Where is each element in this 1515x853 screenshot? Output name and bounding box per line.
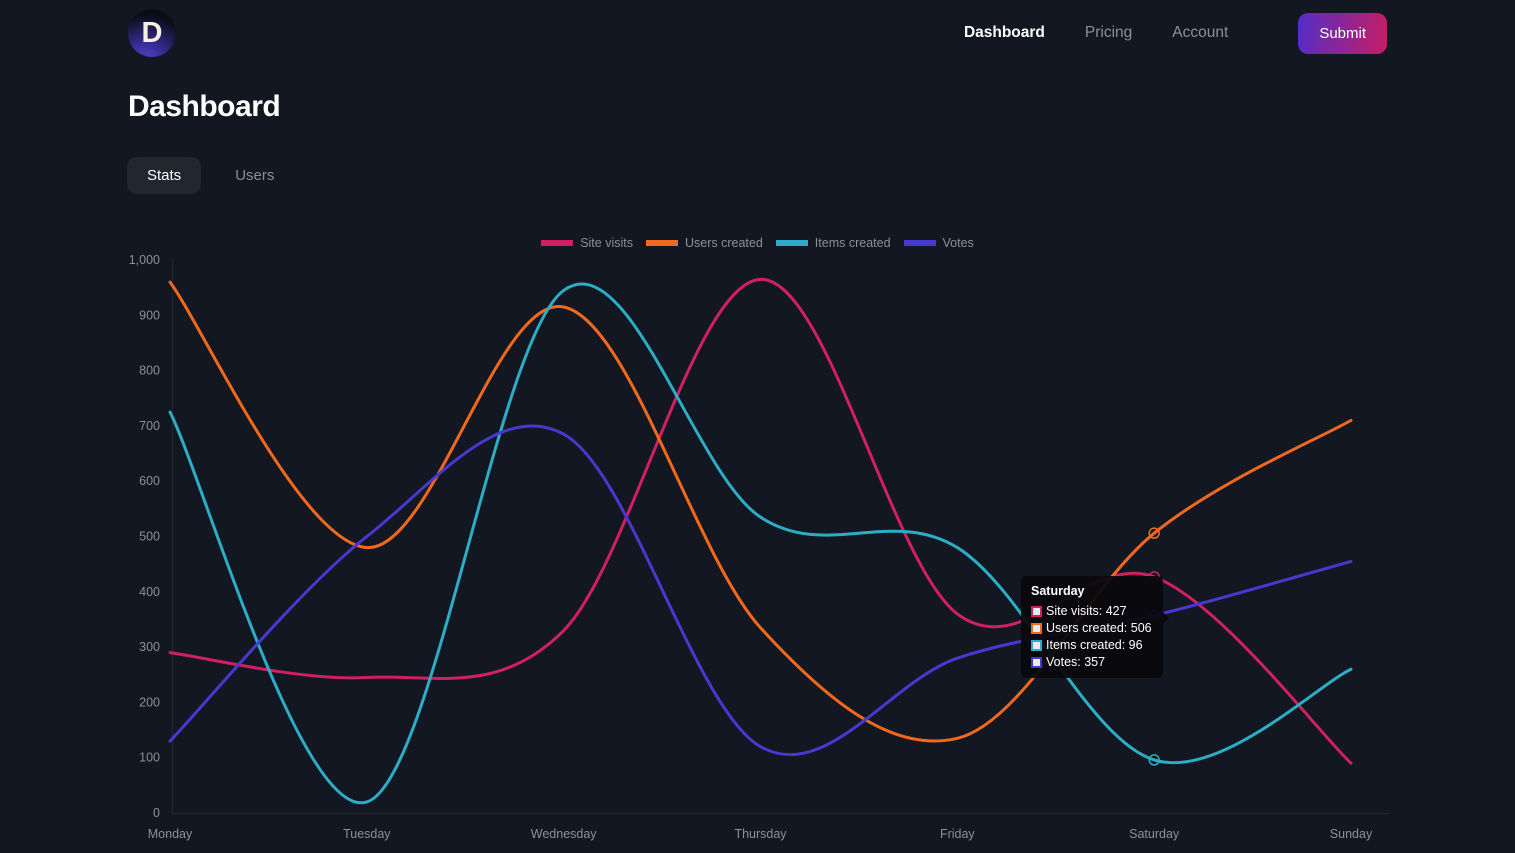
legend-label: Items created xyxy=(814,236,891,250)
tooltip-row: Votes: 357 xyxy=(1031,655,1152,669)
tooltip-row-text: Items created: 96 xyxy=(1046,638,1143,652)
tooltip-row-swatch xyxy=(1031,622,1042,634)
legend-swatch xyxy=(775,240,808,246)
active-point-users-created xyxy=(1148,527,1160,539)
page-title: Dashboard xyxy=(128,90,281,123)
tab-stats[interactable]: Stats xyxy=(127,157,202,194)
tooltip-row: Users created: 506 xyxy=(1031,621,1152,635)
x-axis-label: Monday xyxy=(148,827,193,841)
logo-letter: D xyxy=(141,16,163,49)
tooltip-row-text: Users created: 506 xyxy=(1046,621,1152,635)
y-axis-label: 0 xyxy=(153,806,160,820)
tooltip-rows: Site visits: 427 Users created: 506 Items … xyxy=(1031,604,1152,669)
chart-tooltip: Saturday Site visits: 427 Users created: … xyxy=(1021,576,1169,678)
legend-swatch xyxy=(645,240,678,246)
y-axis-label: 600 xyxy=(139,474,160,488)
legend-item-users-created[interactable]: Users created xyxy=(645,236,763,250)
x-axis-label: Wednesday xyxy=(531,827,598,841)
legend-swatch xyxy=(903,240,936,246)
nav-link-dashboard[interactable]: Dashboard xyxy=(963,24,1045,41)
x-axis-label: Friday xyxy=(940,827,975,841)
legend-item-votes[interactable]: Votes xyxy=(903,236,974,250)
tooltip-title: Saturday xyxy=(1031,584,1085,598)
y-axis-label: 800 xyxy=(139,364,160,378)
legend-swatch xyxy=(541,240,574,246)
tooltip-row-text: Site visits: 427 xyxy=(1046,604,1127,618)
y-axis-label: 900 xyxy=(139,308,160,322)
legend-item-site-visits[interactable]: Site visits xyxy=(541,236,633,250)
x-axis-label: Saturday xyxy=(1129,827,1180,841)
nav-link-pricing[interactable]: Pricing xyxy=(1084,24,1133,41)
y-axis-label: 400 xyxy=(139,585,160,599)
series-line-votes xyxy=(168,424,1353,756)
tooltip-row-swatch xyxy=(1031,605,1042,617)
tooltip-row-swatch xyxy=(1031,639,1042,651)
submit-button[interactable]: Submit xyxy=(1298,12,1387,54)
series-line-site-visits xyxy=(168,277,1353,765)
tooltip-row: Site visits: 427 xyxy=(1031,604,1152,618)
tooltip-caret xyxy=(1162,612,1169,624)
legend-item-items-created[interactable]: Items created xyxy=(775,236,891,250)
logo[interactable]: D xyxy=(128,9,176,57)
tab-users[interactable]: Users xyxy=(235,167,275,184)
y-axis-label: 1,000 xyxy=(129,253,160,267)
top-nav: D Dashboard Pricing Account Submit xyxy=(0,0,1515,66)
y-axis-label: 300 xyxy=(139,640,160,654)
legend-label: Users created xyxy=(684,236,763,250)
tooltip-row-text: Votes: 357 xyxy=(1046,655,1106,669)
nav-link-account[interactable]: Account xyxy=(1172,24,1229,41)
x-axis-label: Sunday xyxy=(1330,827,1373,841)
series-line-items-created xyxy=(168,282,1353,805)
x-axis-label: Tuesday xyxy=(343,827,391,841)
tab-bar: Stats Users xyxy=(127,157,294,194)
y-axis-label: 200 xyxy=(139,695,160,709)
tooltip-row: Items created: 96 xyxy=(1031,638,1152,652)
legend-label: Votes xyxy=(942,236,974,250)
y-axis-label: 100 xyxy=(139,751,160,765)
legend-label: Site visits xyxy=(580,236,633,250)
y-axis-label: 700 xyxy=(139,419,160,433)
active-point-items-created xyxy=(1148,754,1160,766)
x-axis-label: Thursday xyxy=(734,827,787,841)
chart-legend: Site visits Users created Items created Vot… xyxy=(0,236,1515,250)
series-line-users-created xyxy=(168,280,1353,743)
tooltip-row-swatch xyxy=(1031,656,1042,668)
nav-links: Dashboard Pricing Account Submit xyxy=(963,12,1387,54)
y-axis-label: 500 xyxy=(139,530,160,544)
